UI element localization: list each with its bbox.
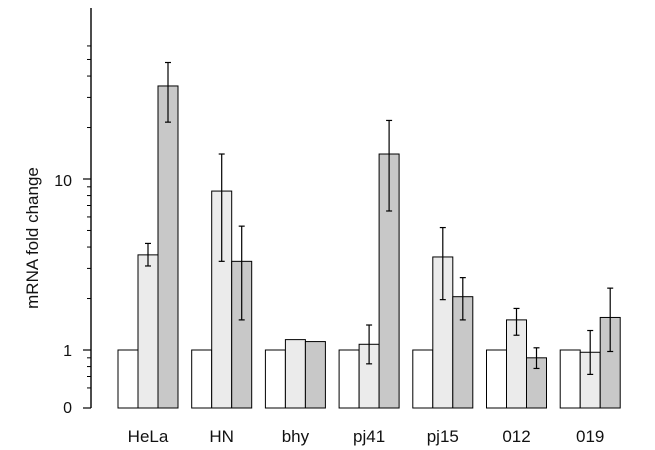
error-bars-group [145, 61, 614, 375]
x-category-label-bhy: bhy [282, 427, 310, 446]
y-tick-label-1: 1 [63, 343, 72, 360]
bar-pj41-s0 [338, 349, 360, 409]
x-category-labels: HeLa HN bhy pj41 pj15 012 019 [128, 427, 605, 446]
bar-bhy-s1 [284, 339, 306, 409]
bars-group [117, 85, 621, 409]
bar-HeLa-s1 [137, 254, 159, 409]
bar-bhy-s2 [304, 341, 326, 409]
bar-019-s0 [559, 349, 581, 409]
x-category-label-012: 012 [502, 427, 530, 446]
x-category-label-pj15: pj15 [427, 427, 459, 446]
bar-HeLa-s2 [157, 85, 179, 409]
y-tick-label-0: 0 [63, 400, 72, 417]
bar-bhy-s0 [264, 349, 286, 409]
bar-HeLa-s0 [117, 349, 139, 409]
x-category-label-019: 019 [576, 427, 604, 446]
y-axis-ticks [83, 45, 91, 409]
y-tick-labels: 0 1 10 [54, 173, 72, 417]
bar-pj15-s0 [412, 349, 434, 409]
bar-HN-s0 [191, 349, 213, 409]
x-category-label-HeLa: HeLa [128, 427, 169, 446]
y-axis-title: mRNA fold change [23, 167, 42, 309]
bar-012-s0 [486, 349, 507, 409]
x-category-label-pj41: pj41 [353, 427, 385, 446]
y-tick-label-10: 10 [54, 173, 72, 190]
x-category-label-HN: HN [209, 427, 234, 446]
